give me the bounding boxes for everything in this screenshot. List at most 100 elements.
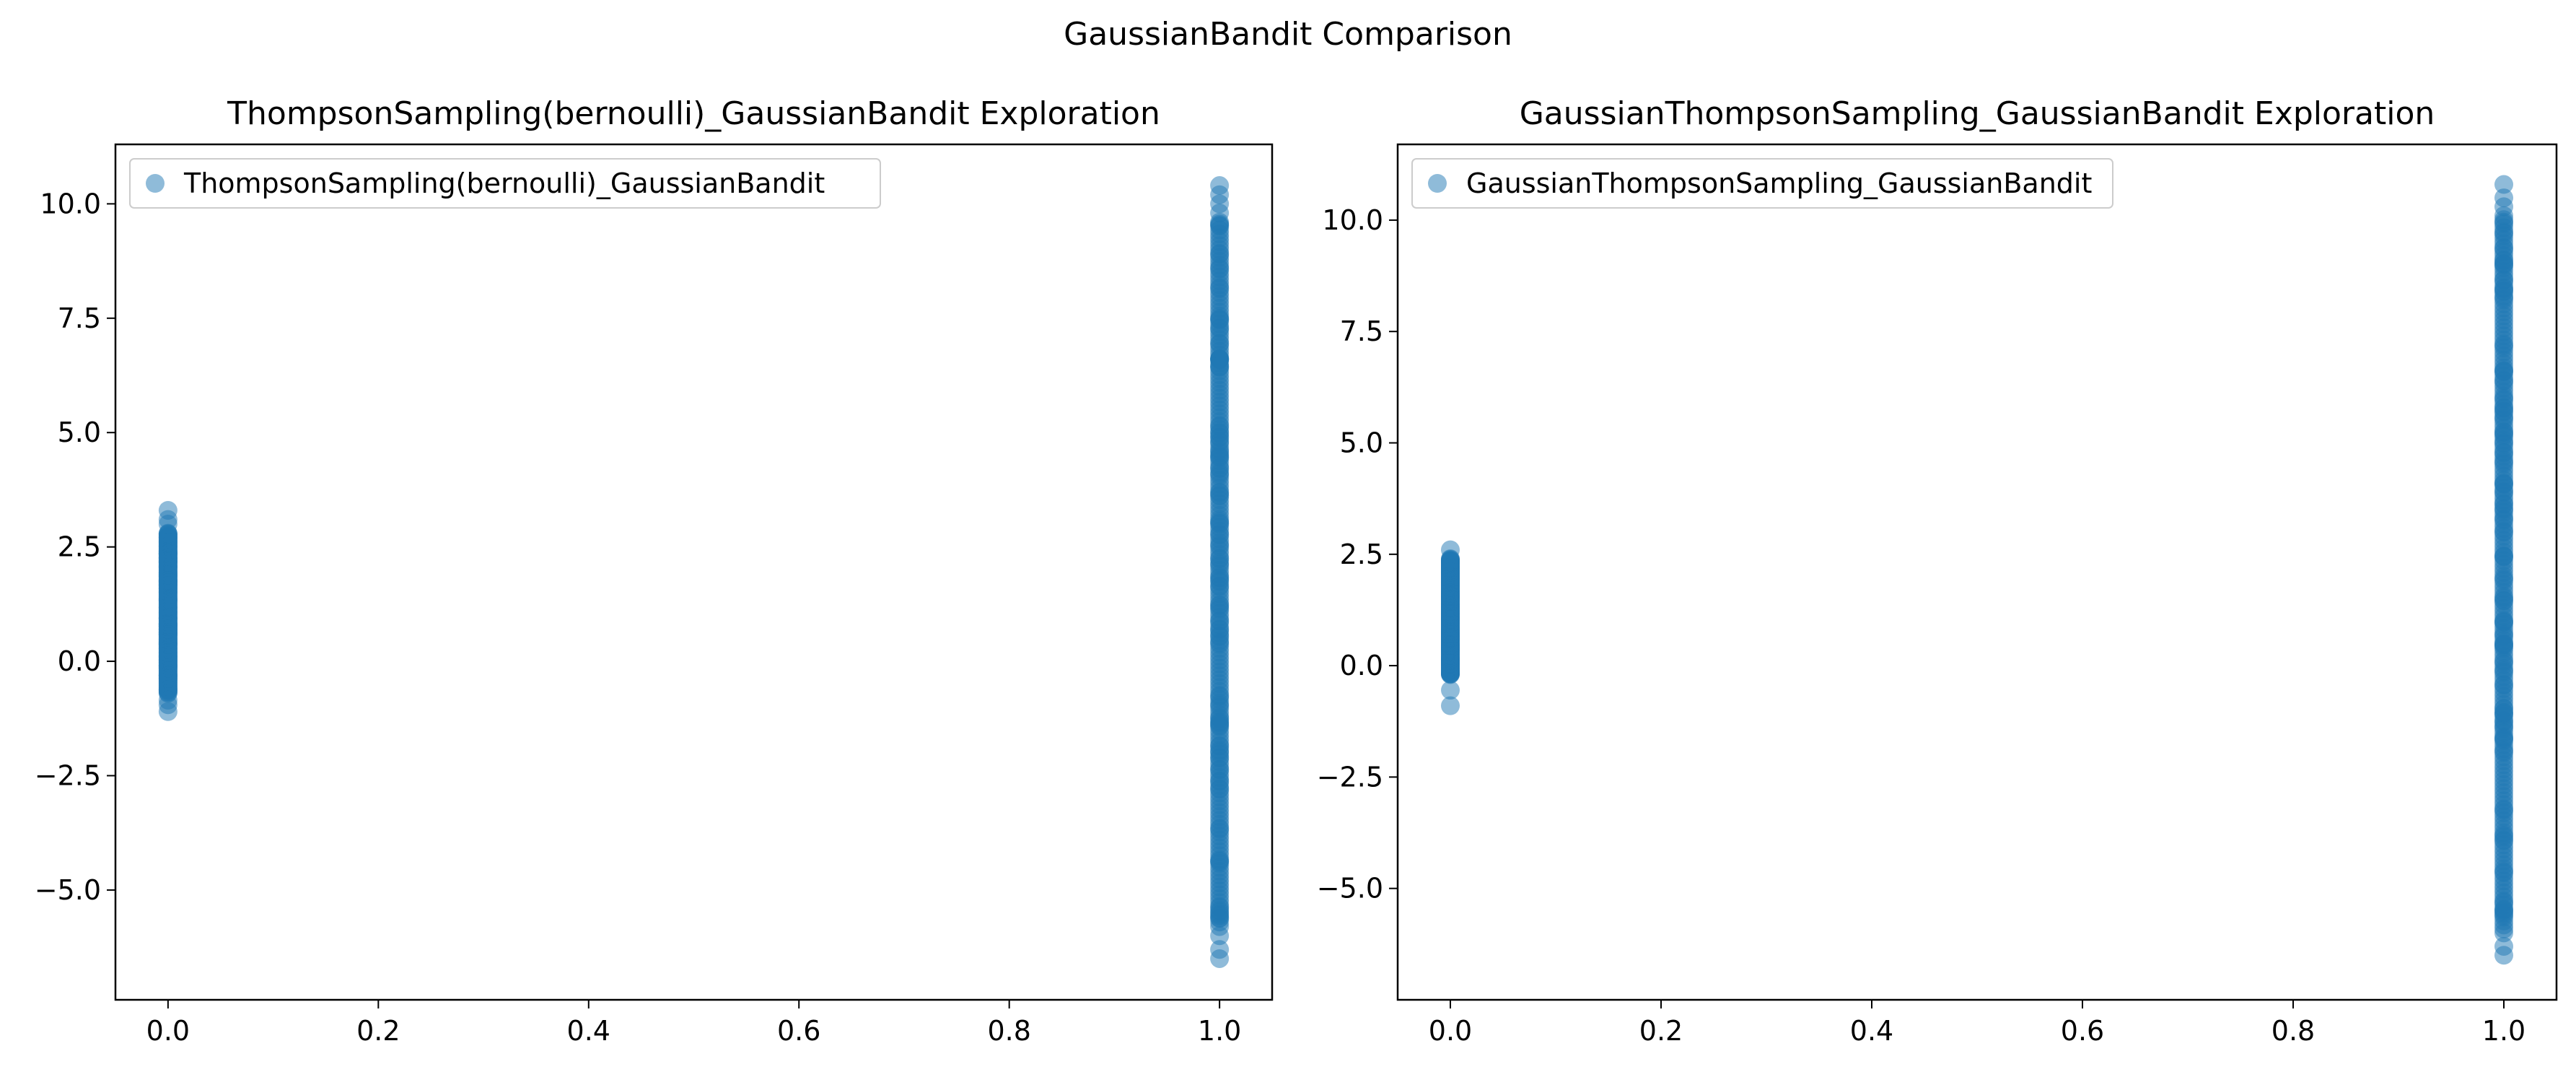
data-point	[2494, 388, 2513, 408]
data-point	[1210, 567, 1230, 587]
legend-marker	[1428, 174, 1447, 193]
y-tick-label: 0.0	[58, 645, 101, 677]
data-point	[2494, 453, 2513, 472]
y-tick-label: −5.0	[1317, 873, 1383, 905]
x-tick-label: 1.0	[1198, 1015, 1241, 1047]
data-point	[1210, 357, 1230, 376]
y-tick-label: −2.5	[35, 759, 101, 791]
data-point	[2494, 703, 2513, 723]
data-point	[1210, 851, 1230, 871]
data-point	[1210, 417, 1230, 436]
legend-label: GaussianThompsonSampling_GaussianBandit	[1466, 167, 2092, 199]
data-point	[2494, 800, 2513, 819]
data-point	[1441, 583, 1460, 603]
legend-label: ThompsonSampling(bernoulli)_GaussianBand…	[183, 167, 825, 199]
data-point	[1210, 748, 1230, 767]
data-point	[158, 589, 178, 609]
legend-frame	[1411, 158, 2113, 209]
data-point	[1210, 334, 1230, 354]
data-point	[158, 614, 178, 634]
data-point	[1210, 715, 1230, 734]
legend: ThompsonSampling(bernoulli)_GaussianBand…	[129, 158, 881, 209]
data-point	[2494, 546, 2513, 566]
figure-suptitle: GaussianBandit Comparison	[1064, 16, 1512, 53]
data-point	[1210, 176, 1230, 196]
data-point	[1210, 458, 1230, 478]
data-point	[2494, 588, 2513, 608]
data-point	[2494, 730, 2513, 749]
subplot-title: GaussianThompsonSampling_GaussianBandit …	[1520, 95, 2435, 132]
data-point	[1441, 598, 1460, 617]
data-point	[1210, 595, 1230, 614]
data-point	[2494, 830, 2513, 850]
data-point	[2494, 188, 2513, 208]
x-tick-label: 0.2	[356, 1015, 400, 1047]
subplot-title: ThompsonSampling(bernoulli)_GaussianBand…	[227, 95, 1160, 132]
y-tick-label: 2.5	[1340, 539, 1383, 570]
x-tick-label: 0.4	[1850, 1015, 1893, 1047]
x-tick-label: 0.0	[146, 1015, 190, 1047]
data-point	[2494, 569, 2513, 588]
data-point	[1441, 681, 1460, 700]
data-point	[158, 533, 178, 552]
subplot-1: ThompsonSampling(bernoulli)_GaussianBand…	[35, 95, 1274, 1047]
axes-frame	[1396, 143, 2558, 1001]
data-point	[2494, 474, 2513, 494]
data-point	[2494, 625, 2513, 645]
y-tick-label: 7.5	[58, 302, 101, 334]
data-point	[158, 500, 178, 520]
axes-frame	[114, 143, 1274, 1001]
y-tick-label: 0.0	[1340, 650, 1383, 681]
data-point	[1210, 310, 1230, 329]
y-tick-label: 2.5	[58, 531, 101, 563]
data-point	[1210, 512, 1230, 531]
data-point	[1441, 696, 1460, 715]
y-tick-label: 5.0	[1340, 427, 1383, 459]
y-tick-label: 10.0	[1322, 204, 1383, 236]
scatter-points	[158, 176, 1230, 968]
data-point	[1210, 819, 1230, 839]
legend: GaussianThompsonSampling_GaussianBandit	[1411, 158, 2113, 209]
data-point	[2494, 362, 2513, 381]
data-point	[158, 572, 178, 591]
data-point	[2494, 675, 2513, 694]
data-point	[1441, 610, 1460, 629]
data-point	[2494, 522, 2513, 541]
data-point	[1210, 258, 1230, 278]
data-point	[2494, 652, 2513, 671]
data-point	[2494, 862, 2513, 881]
x-tick-label: 0.0	[1429, 1015, 1472, 1047]
x-tick-label: 0.8	[987, 1015, 1030, 1047]
data-point	[1210, 278, 1230, 297]
y-tick-label: 7.5	[1340, 315, 1383, 347]
data-point	[1210, 940, 1230, 959]
data-point	[1210, 626, 1230, 645]
data-point	[2494, 336, 2513, 355]
data-point	[2494, 494, 2513, 513]
subplots: ThompsonSampling(bernoulli)_GaussianBand…	[35, 95, 2558, 1047]
y-tick-label: −2.5	[1317, 761, 1383, 793]
data-point	[1210, 486, 1230, 505]
data-point	[2494, 409, 2513, 428]
x-tick-label: 0.4	[567, 1015, 610, 1047]
data-point	[2494, 612, 2513, 632]
x-tick-label: 0.6	[2061, 1015, 2104, 1047]
data-point	[2494, 175, 2513, 194]
x-tick-label: 1.0	[2482, 1015, 2525, 1047]
subplot-2: GaussianThompsonSampling_GaussianBandit …	[1317, 95, 2558, 1047]
y-tick-label: −5.0	[35, 874, 101, 906]
data-point	[2494, 905, 2513, 925]
data-point	[1441, 636, 1460, 655]
data-point	[158, 643, 178, 663]
data-point	[1210, 245, 1230, 264]
data-point	[1210, 687, 1230, 706]
data-point	[2494, 270, 2513, 289]
data-point	[2494, 936, 2513, 956]
data-point	[158, 690, 178, 710]
scatter-points	[1441, 175, 2513, 965]
data-point	[1210, 549, 1230, 568]
legend-marker	[146, 174, 165, 193]
x-tick-label: 0.6	[777, 1015, 820, 1047]
y-tick-label: 10.0	[40, 188, 101, 219]
